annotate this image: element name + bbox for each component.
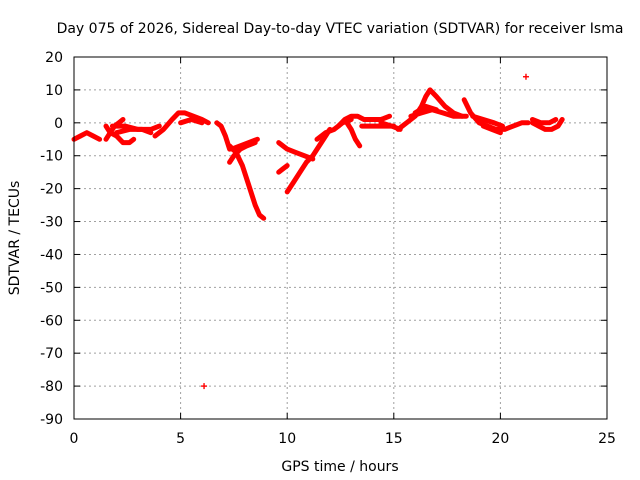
y-tick-label: -50 (40, 280, 63, 296)
data-layer (71, 73, 565, 390)
series-arc-26 (529, 117, 565, 132)
y-tick-label: 10 (45, 83, 63, 99)
y-tick-label: -10 (40, 149, 63, 165)
series-arc-14 (284, 126, 333, 195)
y-tick-label: -20 (40, 182, 63, 198)
series-arc-27 (529, 117, 559, 126)
x-tick-label: 25 (598, 431, 616, 447)
x-tick-label: 0 (70, 431, 79, 447)
x-tick-label: 20 (491, 431, 509, 447)
series-arc-17 (344, 120, 363, 149)
series-arc-8 (214, 120, 233, 152)
grid-layer (74, 57, 607, 419)
x-tick-label: 5 (176, 431, 185, 447)
chart-title: Day 075 of 2026, Sidereal Day-to-day VTE… (57, 21, 624, 37)
y-tick-label: -60 (40, 313, 63, 329)
outlier-point (522, 73, 529, 80)
outlier-point (201, 383, 208, 390)
x-tick-label: 15 (385, 431, 403, 447)
series-arc-12 (276, 163, 290, 175)
series-arc-25 (480, 123, 503, 136)
x-axis-label: GPS time / hours (281, 459, 398, 475)
series-arc-24 (470, 113, 505, 129)
series-arc-7 (178, 117, 205, 126)
plot-frame (73, 56, 608, 420)
series-arc-16 (335, 113, 392, 129)
y-tick-label: 0 (54, 116, 63, 132)
series-arc-22 (412, 103, 439, 116)
series-arc-20 (395, 87, 465, 132)
y-axis-label: SDTVAR / TECUs (7, 181, 23, 296)
tick-layer: 0 5 10 15 20 25 20 10 0 -10 -20 -30 -40 -50 -60 -70 -80 -… (40, 50, 616, 447)
series-arc-1 (71, 130, 103, 142)
y-tick-label: 20 (45, 50, 63, 66)
y-tick-label: -70 (40, 346, 63, 362)
x-tick-label: 10 (278, 431, 296, 447)
series-arc-13 (276, 140, 316, 162)
series-arc-5 (114, 126, 154, 136)
y-tick-label: -30 (40, 215, 63, 231)
series-arc-11 (229, 136, 260, 152)
y-tick-label: -80 (40, 379, 63, 395)
y-tick-label: -90 (40, 412, 63, 428)
series-arc-6 (152, 110, 211, 139)
y-tick-label: -40 (40, 247, 63, 263)
